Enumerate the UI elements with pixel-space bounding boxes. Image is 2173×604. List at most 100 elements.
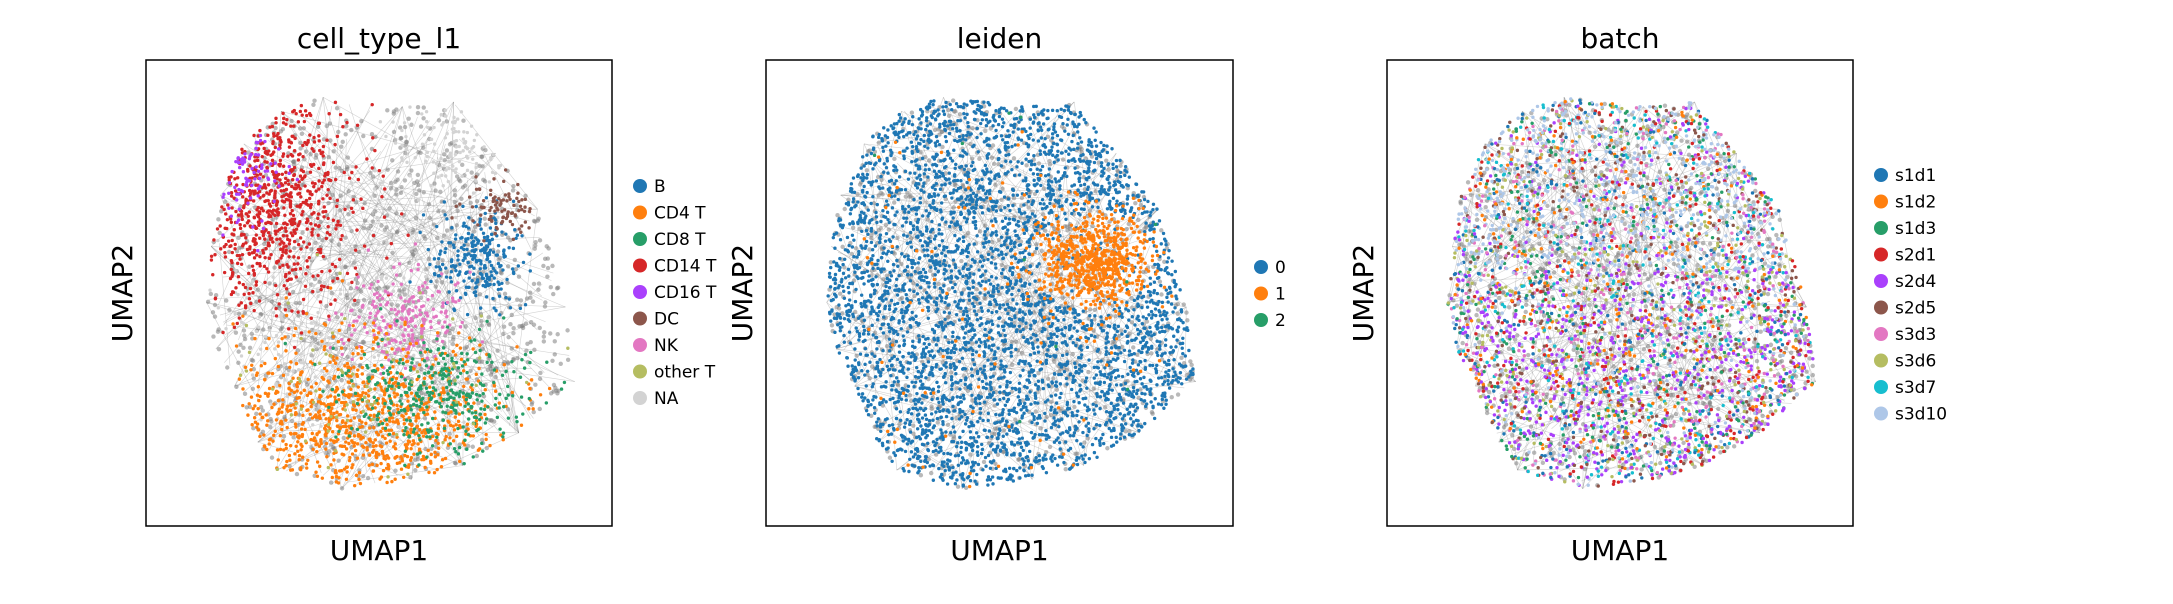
point-CD14-T: [240, 147, 244, 152]
point-CD4-T: [461, 369, 466, 373]
base-point: [925, 356, 931, 362]
point-CD4-T: [285, 459, 289, 464]
point-CD14-T: [286, 178, 290, 183]
base-point: [537, 406, 542, 412]
point-NA: [405, 340, 410, 344]
point-CD4-T: [255, 371, 259, 375]
point-CD8-T: [410, 361, 414, 365]
point-CD4-T: [347, 458, 352, 463]
point-CD4-T: [417, 363, 422, 367]
point-CD14-T: [290, 178, 295, 182]
point-B: [473, 243, 478, 248]
point-NA: [460, 174, 464, 178]
base-point: [1014, 311, 1019, 316]
point-CD14-T: [287, 327, 291, 331]
point-NA: [285, 260, 290, 264]
point-NK: [352, 319, 356, 323]
point-CD14-T: [265, 166, 269, 170]
base-point: [416, 182, 421, 188]
point-CD8-T: [377, 422, 381, 427]
base-point: [505, 264, 511, 269]
edge: [257, 280, 472, 443]
point-NA: [280, 296, 284, 301]
point-CD4-T: [420, 457, 424, 462]
base-point: [324, 123, 329, 129]
base-point: [983, 276, 988, 282]
point-CD16-T: [263, 169, 267, 173]
point-CD4-T: [348, 455, 352, 460]
base-point: [340, 139, 345, 145]
base-point: [329, 238, 334, 243]
point-NK: [468, 270, 472, 274]
point-NA: [404, 147, 408, 152]
point-NA: [446, 179, 451, 184]
point-CD14-T: [331, 160, 336, 165]
base-point: [296, 422, 301, 427]
point-NA: [291, 369, 295, 373]
base-point: [1019, 195, 1025, 201]
point-NK: [369, 282, 374, 287]
point-CD8-T: [449, 388, 454, 392]
base-point: [391, 129, 397, 135]
point-B: [448, 241, 453, 245]
point-CD4-T: [414, 419, 418, 423]
point-CD14-T: [327, 112, 331, 116]
base-point: [413, 247, 418, 253]
base-point: [993, 182, 998, 187]
point-NK: [403, 366, 408, 370]
base-point: [419, 366, 424, 372]
point-NA: [319, 276, 323, 281]
point-CD4-T: [457, 412, 462, 416]
point-NK: [441, 301, 445, 305]
base-point: [474, 199, 480, 204]
base-point: [284, 365, 289, 370]
base-point: [246, 150, 251, 155]
base-point: [545, 256, 551, 261]
point-CD14-T: [248, 245, 252, 249]
base-point: [299, 131, 305, 137]
point-CD8-T: [445, 397, 449, 402]
point-NK: [453, 300, 458, 304]
point-CD4-T: [349, 387, 353, 391]
base-point: [450, 341, 456, 347]
base-point: [313, 155, 319, 160]
point-B: [496, 243, 501, 248]
point-CD14-T: [248, 164, 252, 168]
base-point: [431, 339, 437, 344]
point-CD14-T: [267, 149, 271, 153]
point-CD14-T: [303, 201, 307, 205]
point-CD14-T: [292, 149, 297, 153]
point-CD4-T: [333, 395, 337, 399]
point-CD8-T: [407, 434, 411, 438]
point-CD4-T: [294, 351, 298, 355]
point-NA: [296, 367, 301, 372]
point-CD4-T: [333, 468, 338, 473]
point-CD8-T: [395, 371, 399, 375]
base-point: [459, 196, 464, 202]
base-point: [394, 107, 399, 112]
point-B: [518, 306, 523, 311]
point-CD14-T: [322, 205, 326, 209]
point-NA: [273, 347, 277, 351]
point-DC: [499, 221, 504, 225]
point-CD14-T: [321, 154, 325, 158]
point-CD14-T: [250, 189, 255, 193]
point-NA: [461, 149, 465, 153]
base-point: [454, 174, 460, 179]
point-NA: [451, 130, 455, 135]
point-CD16-T: [235, 220, 239, 225]
point-CD4-T: [259, 363, 264, 368]
edge: [312, 283, 398, 394]
point-CD14-T: [305, 259, 309, 263]
point-CD4-T: [493, 389, 498, 393]
point-other-T: [406, 472, 410, 476]
point-CD4-T: [372, 425, 376, 430]
point-B: [458, 296, 463, 300]
base-point: [260, 408, 265, 413]
point-CD14-T: [260, 229, 264, 234]
base-point: [857, 182, 863, 187]
point-CD8-T: [437, 401, 442, 406]
base-point: [858, 260, 863, 266]
point-NK: [440, 325, 445, 329]
point-CD4-T: [278, 434, 283, 438]
